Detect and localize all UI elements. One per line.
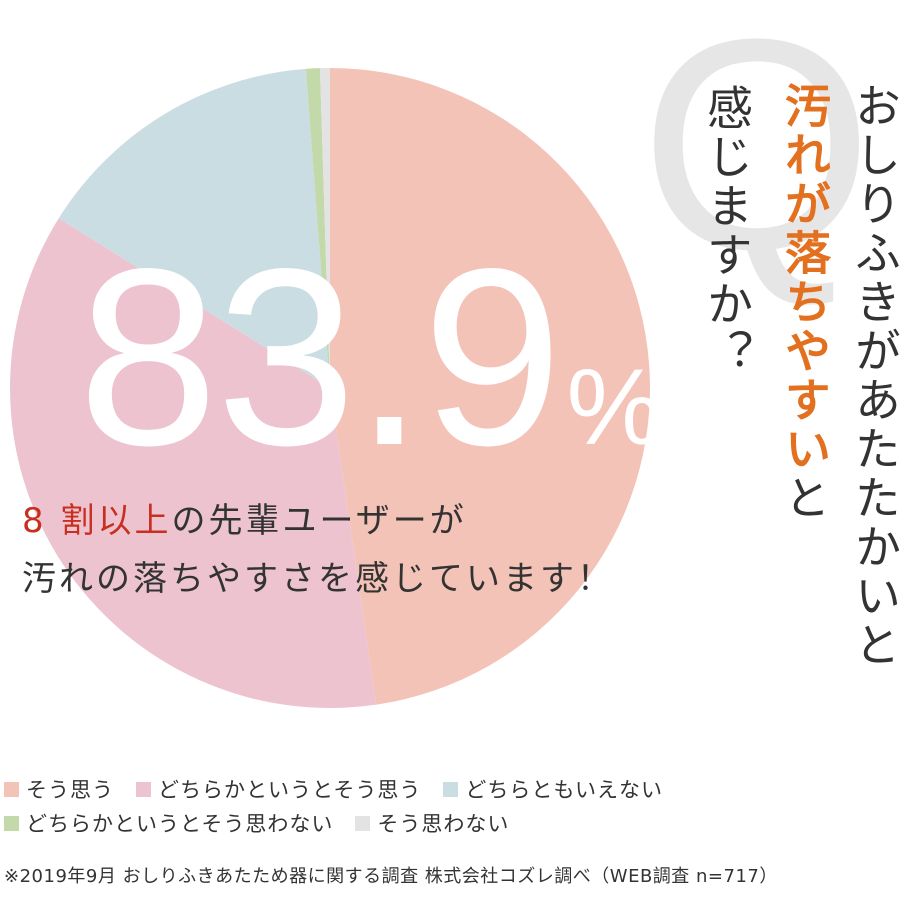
summary-accent: 8 割以上 bbox=[22, 501, 172, 541]
question-column-3: 感じますか？ bbox=[700, 84, 754, 378]
legend-item: どちらかというとそう思わない bbox=[4, 808, 333, 838]
legend-row-2: どちらかというとそう思わない そう思わない bbox=[4, 806, 685, 840]
legend-swatch bbox=[443, 781, 459, 797]
pie-slice-2 bbox=[58, 68, 330, 388]
legend-label: そう思う bbox=[26, 778, 114, 802]
legend-swatch bbox=[136, 781, 151, 797]
pie-slice-1 bbox=[9, 218, 377, 708]
chart-legend: そう思う どちらかというとそう思う どちらともいえない どちらかというとそう思わ… bbox=[4, 772, 685, 840]
legend-label: どちらかというとそう思わない bbox=[26, 812, 334, 836]
pie-slice-3 bbox=[305, 68, 330, 388]
pie-slice-0 bbox=[330, 68, 651, 705]
source-footnote: ※2019年9月 おしりふきあたため器に関する調査 株式会社コズレ調べ（WEB調… bbox=[4, 866, 778, 887]
question-accent: 汚れが落ちやすい bbox=[778, 82, 832, 474]
legend-label: そう思わない bbox=[377, 812, 510, 836]
legend-item: そう思わない bbox=[355, 808, 509, 838]
legend-swatch bbox=[4, 815, 19, 831]
summary-line-1-rest: の先輩ユーザーが bbox=[171, 501, 467, 541]
legend-item: どちらかというとそう思う bbox=[136, 774, 421, 804]
headline-unit: % bbox=[566, 346, 663, 467]
question-column-2: 汚れが落ちやすいと bbox=[778, 82, 832, 523]
legend-swatch bbox=[355, 815, 371, 831]
summary-line-1: 8 割以上の先輩ユーザーが bbox=[22, 492, 614, 550]
headline-number: 83.9 bbox=[78, 217, 562, 498]
summary-text: 8 割以上の先輩ユーザーが 汚れの落ちやすさを感じています！ bbox=[22, 492, 614, 608]
legend-row-1: そう思う どちらかというとそう思う どちらともいえない bbox=[4, 772, 685, 806]
headline-percentage: 83.9% bbox=[78, 232, 663, 484]
legend-label: どちらともいえない bbox=[465, 778, 663, 802]
legend-swatch bbox=[4, 781, 19, 797]
question-column-1: おしりふきがあたたかいと bbox=[848, 82, 900, 670]
question-column-2-tail: と bbox=[778, 474, 832, 523]
legend-item: どちらともいえない bbox=[443, 774, 663, 804]
summary-line-2: 汚れの落ちやすさを感じています！ bbox=[22, 559, 614, 599]
legend-label: どちらかというとそう思う bbox=[158, 778, 422, 802]
legend-item: そう思う bbox=[4, 774, 114, 804]
question-mark-q: Q bbox=[640, 0, 874, 312]
pie-slice-4 bbox=[319, 68, 330, 388]
